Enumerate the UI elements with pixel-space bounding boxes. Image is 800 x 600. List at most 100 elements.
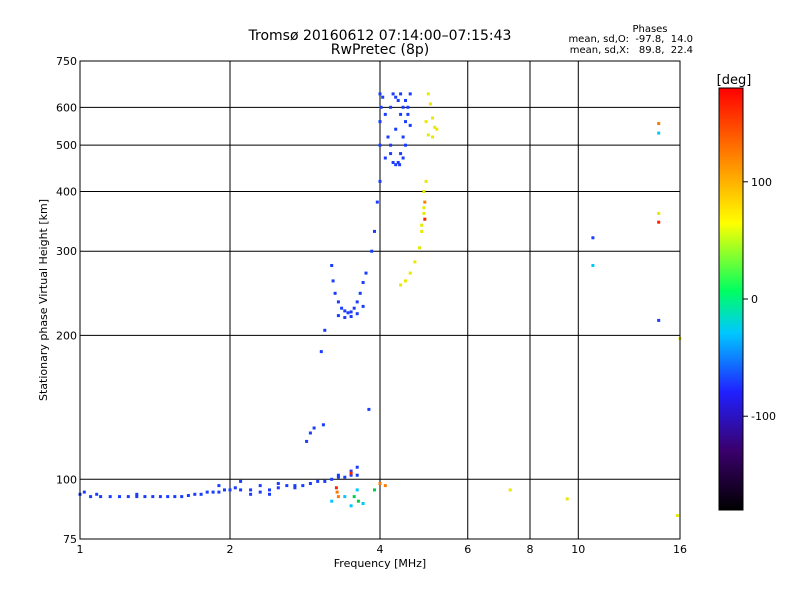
data-point <box>352 495 356 499</box>
y-tick-label: 100 <box>56 473 77 486</box>
y-tick-label: 200 <box>56 329 77 342</box>
data-point <box>186 494 190 497</box>
data-point <box>308 431 312 435</box>
data-point <box>399 112 403 116</box>
data-point <box>361 281 365 284</box>
data-point <box>422 206 426 210</box>
data-point <box>343 495 347 499</box>
data-point <box>126 495 130 499</box>
data-point <box>591 236 595 240</box>
colorbar-label: [deg] <box>717 73 752 88</box>
data-point <box>355 312 359 316</box>
data-point <box>335 490 339 494</box>
x-tick-label: 8 <box>527 543 534 556</box>
data-point <box>336 475 340 479</box>
data-point <box>158 495 162 499</box>
data-point <box>389 143 393 147</box>
chart-subtitle: RwPretec (8p) <box>331 42 429 58</box>
data-point <box>321 423 325 427</box>
data-point <box>433 125 437 129</box>
x-axis-label: Frequency [MHz] <box>334 557 426 570</box>
data-point <box>349 469 353 473</box>
data-point <box>378 143 382 147</box>
data-point <box>508 488 512 492</box>
data-point <box>389 152 393 156</box>
data-point <box>370 249 374 253</box>
data-point <box>413 260 417 264</box>
data-point <box>389 105 393 109</box>
stats-x-line: mean, sd,X: 89.8, 22.4 <box>570 45 693 56</box>
data-point <box>82 490 86 494</box>
x-tick-label: 1 <box>77 543 84 556</box>
x-tick-label: 16 <box>673 543 687 556</box>
data-point <box>408 271 412 275</box>
data-point <box>381 95 385 99</box>
colorbar-tick-label: -100 <box>751 410 776 423</box>
data-point <box>89 495 93 499</box>
x-tick-label: 4 <box>377 543 384 556</box>
data-point <box>398 163 402 167</box>
data-point <box>378 120 382 124</box>
data-point <box>379 105 383 109</box>
data-point <box>308 482 312 485</box>
data-point <box>349 473 353 477</box>
y-axis-label: Stationary phase Virtual Height [km] <box>37 199 50 401</box>
data-point <box>293 486 297 490</box>
data-point <box>404 99 407 102</box>
data-point <box>378 482 382 485</box>
data-point <box>268 492 271 496</box>
data-point <box>657 220 661 224</box>
data-point <box>193 492 197 496</box>
data-point <box>394 163 398 167</box>
data-point <box>355 465 359 469</box>
data-point <box>336 495 340 499</box>
grid-lines <box>80 61 680 539</box>
data-point <box>336 314 340 318</box>
data-point <box>340 306 344 310</box>
data-point <box>408 123 412 127</box>
data-point <box>330 499 334 503</box>
data-point <box>404 279 407 283</box>
data-point <box>233 486 237 490</box>
data-point <box>394 127 398 131</box>
colorbar <box>718 87 744 511</box>
data-point <box>108 495 112 499</box>
data-point <box>301 484 305 488</box>
data-point <box>336 473 340 477</box>
data-point <box>323 328 327 332</box>
data-point <box>418 246 421 250</box>
y-ticks: 75 100 200 300 400 500 600 750 <box>56 55 77 546</box>
data-point <box>331 279 335 283</box>
data-point <box>401 135 405 139</box>
data-point <box>312 426 316 430</box>
data-point <box>305 439 309 443</box>
data-point <box>431 135 435 139</box>
data-point <box>361 502 365 505</box>
data-point <box>323 479 327 483</box>
data-point <box>349 310 353 314</box>
data-point <box>334 486 338 490</box>
data-point <box>358 291 362 295</box>
data-point <box>336 300 340 304</box>
data-point <box>391 92 395 96</box>
data-point <box>143 495 147 499</box>
data-point <box>228 488 232 492</box>
data-point <box>293 484 297 488</box>
data-point <box>383 112 387 116</box>
data-point <box>316 479 320 483</box>
data-point <box>675 514 679 517</box>
data-point <box>426 133 430 137</box>
data-point <box>173 495 177 499</box>
data-point <box>355 473 359 477</box>
data-point <box>276 486 280 490</box>
data-point <box>404 143 407 147</box>
data-point <box>364 271 368 275</box>
y-tick-label: 300 <box>56 245 77 258</box>
data-point <box>383 156 387 160</box>
data-point <box>401 156 405 160</box>
data-point <box>426 92 430 96</box>
data-point <box>205 490 209 494</box>
data-point <box>657 211 661 215</box>
data-point <box>330 477 334 481</box>
